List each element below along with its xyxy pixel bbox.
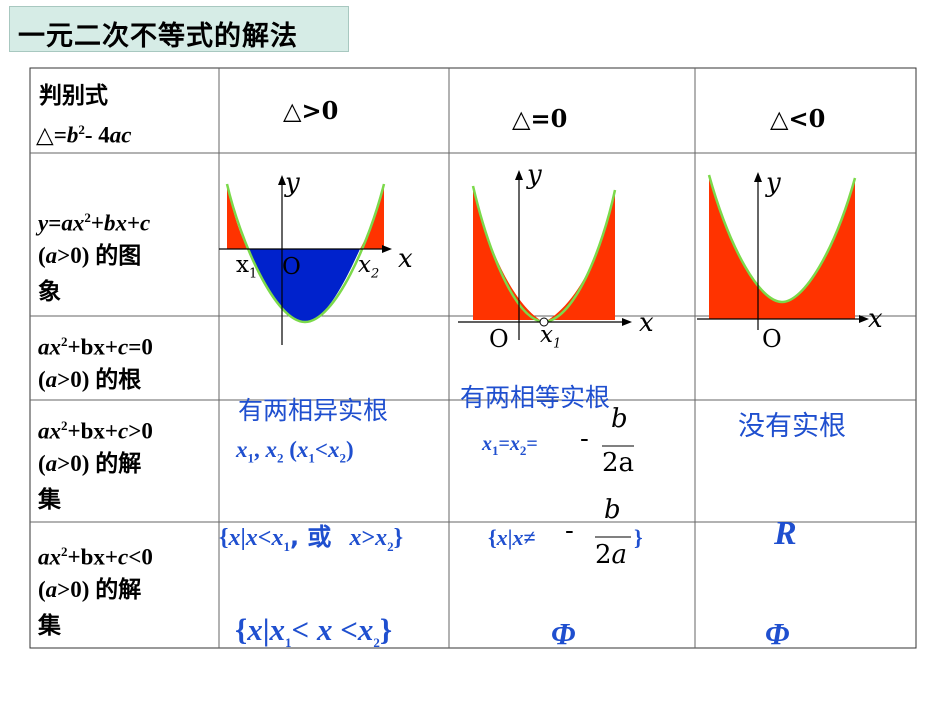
- graph3-y-label: y: [766, 168, 781, 198]
- negative-region: [248, 249, 360, 322]
- y-axis-arrow: [754, 172, 762, 182]
- roots-positive-formula: x1, x2 (x1<x2): [236, 437, 354, 466]
- header-discriminant-label: 判别式: [39, 83, 108, 109]
- roots-positive-text: 有两相异实根: [238, 396, 389, 425]
- graph2-x-label: x: [639, 308, 654, 338]
- graph3-x-label: x: [868, 304, 883, 334]
- row-lt-label-tail: 集: [38, 613, 61, 639]
- lt-solution-zero: Φ: [551, 616, 576, 651]
- x-axis-arrow: [382, 245, 392, 253]
- row-graph-label-condition: (a>0) 的图: [38, 243, 142, 269]
- positive-region-right: [360, 184, 384, 249]
- graph1-y-label: y: [285, 168, 300, 198]
- page-title: 一元二次不等式的解法: [18, 21, 298, 52]
- roots-zero-denominator: 2a: [602, 448, 635, 478]
- roots-zero-text: 有两相等实根: [460, 383, 611, 412]
- graph2-y-label: y: [527, 160, 542, 190]
- graph-zero-discriminant: [458, 170, 632, 340]
- y-axis-arrow: [515, 170, 523, 180]
- row-roots-label-condition: (a>0) 的根: [38, 367, 142, 393]
- row-gt-label-tail: 集: [38, 487, 61, 513]
- graph-negative-discriminant: [697, 172, 869, 330]
- y-axis-arrow: [278, 175, 286, 185]
- positive-region: [709, 175, 855, 319]
- x-axis-arrow: [622, 318, 632, 326]
- header-delta-positive: △>0: [283, 96, 339, 125]
- row-gt-label-formula: ax2+bx+c>0: [38, 418, 153, 444]
- header-delta-zero: △=0: [512, 104, 568, 133]
- roots-zero-numerator: b: [611, 404, 628, 434]
- graph2-x1-label: x1: [540, 322, 562, 352]
- graph2-origin-label: O: [489, 325, 509, 353]
- row-gt-label-condition: (a>0) 的解: [38, 451, 142, 477]
- roots-zero-minus: -: [580, 424, 589, 454]
- gt-solution-zero-minus: -: [565, 516, 574, 546]
- x-axis-arrow: [859, 315, 869, 323]
- gt-solution-zero: {x|x≠: [488, 525, 536, 550]
- row-lt-label-condition: (a>0) 的解: [38, 577, 142, 603]
- row-graph-label-tail: 象: [38, 279, 61, 305]
- positive-region-left: [227, 184, 248, 249]
- graph-positive-discriminant: [219, 175, 392, 345]
- gt-solution-zero-denominator: 2a: [595, 540, 628, 570]
- graph3-origin-label: O: [762, 325, 782, 353]
- lt-solution-positive: {x|x1< x <x2}: [235, 612, 393, 651]
- parabola-curve: [707, 174, 857, 304]
- graph1-origin-label: O: [282, 254, 301, 280]
- gt-solution-positive: {x|x<x1, 或 x>x2}: [219, 523, 404, 554]
- graph1-x2-label: x2: [358, 252, 380, 282]
- roots-zero-formula: x1=x2=: [482, 433, 538, 458]
- row-roots-label-formula: ax2+bx+c=0: [38, 334, 153, 360]
- title-box: 一元二次不等式的解法: [9, 6, 349, 52]
- positive-region-right: [548, 190, 615, 320]
- positive-region-left: [473, 186, 540, 320]
- gt-solution-zero-numerator: b: [604, 495, 621, 525]
- header-delta-negative: △<0: [770, 104, 826, 133]
- graph1-x-label: x: [398, 244, 413, 274]
- root-point: [539, 317, 549, 327]
- gt-solution-zero-close: }: [634, 525, 643, 550]
- roots-negative-text: 没有实根: [738, 411, 846, 442]
- header-discriminant-formula: △=b2- 4ac: [36, 122, 132, 148]
- table-grid: [29, 67, 917, 649]
- row-lt-label-formula: ax2+bx+c<0: [38, 544, 153, 570]
- gt-solution-negative: R: [774, 515, 797, 552]
- row-graph-label-formula: y=ax2+bx+c: [38, 210, 151, 236]
- lt-solution-negative: Φ: [765, 616, 790, 651]
- graph1-x1-label: x1: [236, 252, 258, 282]
- parabola-curve: [225, 183, 386, 324]
